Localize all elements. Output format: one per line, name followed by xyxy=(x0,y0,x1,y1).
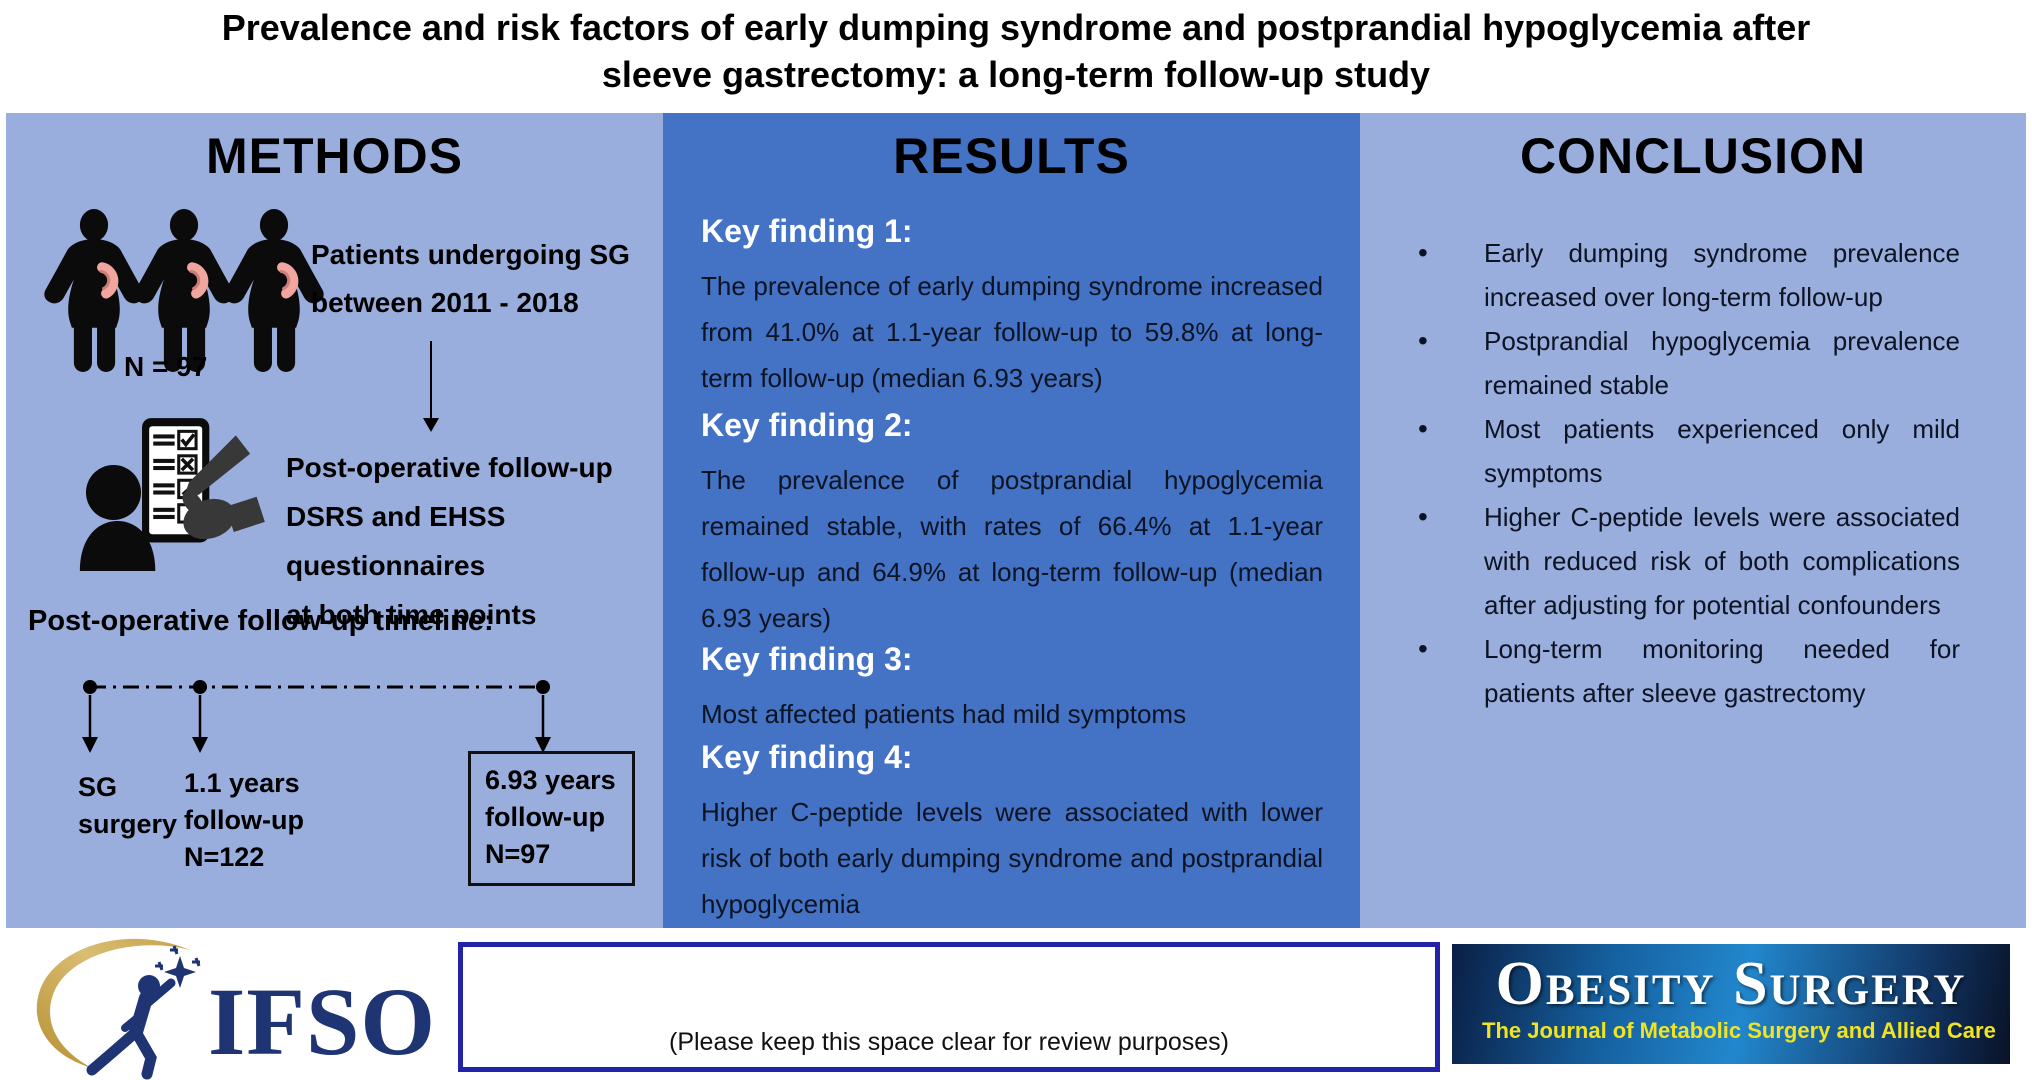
list-item: • Postprandial hypoglycemia prevalence r… xyxy=(1418,319,1960,407)
key-finding-4-title: Key finding 4: xyxy=(701,739,913,775)
sample-size-label: N = 97 xyxy=(124,351,208,382)
key-finding-3-body: Most affected patients had mild symptoms xyxy=(701,699,1187,729)
ifso-figure xyxy=(86,945,201,1080)
timeline-axis xyxy=(82,680,551,753)
timeline-label-longterm-followup: 6.93 years follow-up N=97 xyxy=(468,751,635,886)
conclusion-heading: CONCLUSION xyxy=(1519,128,1867,184)
conclusion-bullet-1: Early dumping syndrome prevalence increa… xyxy=(1484,238,1960,312)
key-finding-2-title: Key finding 2: xyxy=(701,407,913,443)
obesity-surgery-logo: Obesity Surgery The Journal of Metabolic… xyxy=(1452,944,2010,1064)
bullet-icon: • xyxy=(1418,633,1428,664)
timeline-label-line: follow-up xyxy=(184,805,304,835)
questionnaire-line2: DSRS and EHSS questionnaires xyxy=(286,501,506,581)
timeline: SG surgery 1.1 years follow-up N=122 6.9… xyxy=(6,673,663,928)
timeline-label-line: N=97 xyxy=(485,839,551,869)
key-finding-2-body: The prevalence of postprandial hypoglyce… xyxy=(701,465,1323,633)
key-finding-1-title: Key finding 1: xyxy=(701,213,913,249)
bullet-icon: • xyxy=(1418,501,1428,532)
conclusion-bullet-4: Higher C-peptide levels were associated … xyxy=(1484,502,1960,620)
conclusion-list: • Early dumping syndrome prevalence incr… xyxy=(1360,231,2026,715)
timeline-label-line: 6.93 years xyxy=(485,765,616,795)
questionnaire-icon xyxy=(64,413,269,576)
timeline-label-line: SG xyxy=(78,772,118,802)
poster-title: Prevalence and risk factors of early dum… xyxy=(0,4,2032,98)
timeline-label-first-followup: 1.1 years follow-up N=122 xyxy=(184,765,304,876)
poster-title-line2: sleeve gastrectomy: a long-term follow-u… xyxy=(601,54,1431,95)
ifso-logo: IFSO xyxy=(36,938,436,1080)
panels: METHODS N = 97 Patients undergoing SG be… xyxy=(6,113,2026,928)
timeline-label-line: 1.1 years xyxy=(184,768,300,798)
key-finding-4-body: Higher C-peptide levels were associated … xyxy=(701,797,1323,919)
ifso-wordmark: IFSO xyxy=(208,968,436,1075)
methods-panel: METHODS N = 97 Patients undergoing SG be… xyxy=(6,113,663,928)
review-space-box: (Please keep this space clear for review… xyxy=(458,942,1440,1072)
timeline-heading: Post-operative follow-up timeline: xyxy=(28,605,494,637)
results-panel: RESULTS Key finding 1: The prevalence of… xyxy=(663,113,1360,928)
journal-title: Obesity Surgery xyxy=(1495,950,1967,1018)
patients-description-line2: between 2011 - 2018 xyxy=(311,287,579,318)
conclusion-bullet-2: Postprandial hypoglycemia prevalence rem… xyxy=(1484,326,1960,400)
bullet-icon: • xyxy=(1418,325,1428,356)
bullet-icon: • xyxy=(1418,413,1428,444)
bullet-icon: • xyxy=(1418,237,1428,268)
review-space-note: (Please keep this space clear for review… xyxy=(669,1028,1229,1056)
patients-description: Patients undergoing SG between 2011 - 20… xyxy=(311,231,630,327)
list-item: • Higher C-peptide levels were associate… xyxy=(1418,495,1960,627)
questionnaire-description: Post-operative follow-up DSRS and EHSS q… xyxy=(286,443,663,639)
timeline-label-line: N=122 xyxy=(184,842,265,872)
key-finding-1-body: The prevalence of early dumping syndrome… xyxy=(701,271,1323,393)
list-item: • Early dumping syndrome prevalence incr… xyxy=(1418,231,1960,319)
patients-description-line1: Patients undergoing SG xyxy=(311,239,630,270)
key-finding-3-title: Key finding 3: xyxy=(701,641,913,677)
conclusion-bullet-3: Most patients experienced only mild symp… xyxy=(1484,414,1960,488)
conclusion-bullet-5: Long-term monitoring needed for patients… xyxy=(1484,634,1960,708)
list-item: • Long-term monitoring needed for patien… xyxy=(1418,627,1960,715)
poster-title-line1: Prevalence and risk factors of early dum… xyxy=(221,7,1811,48)
timeline-label-line: surgery xyxy=(78,809,178,839)
flow-arrow-icon xyxy=(423,341,439,432)
timeline-label-line: follow-up xyxy=(485,802,605,832)
conclusion-panel: CONCLUSION • Early dumping syndrome prev… xyxy=(1360,113,2026,928)
questionnaire-line1: Post-operative follow-up xyxy=(286,452,613,483)
timeline-label-surgery: SG surgery xyxy=(78,769,177,843)
methods-heading: METHODS xyxy=(206,128,463,184)
questionnaire-line3: at both time points xyxy=(286,599,537,630)
journal-subtitle: The Journal of Metabolic Surgery and All… xyxy=(1482,1018,1996,1043)
results-heading: RESULTS xyxy=(893,128,1130,184)
list-item: • Most patients experienced only mild sy… xyxy=(1418,407,1960,495)
footer: IFSO (Please keep this space clear for r… xyxy=(0,928,2032,1080)
